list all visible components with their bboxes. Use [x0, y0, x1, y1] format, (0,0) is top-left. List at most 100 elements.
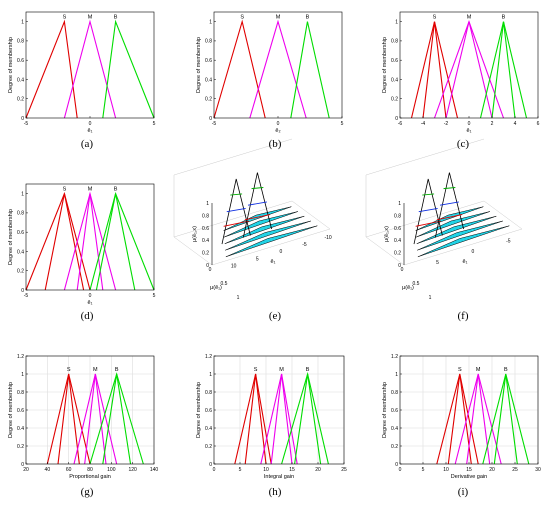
series-S-triangle [44, 193, 85, 291]
series-B-triangle [102, 373, 132, 465]
series-label-M: M [279, 367, 284, 373]
floor-frame [365, 200, 523, 266]
x-tick-label: 10 [231, 264, 237, 270]
x-tick-label: 20 [489, 467, 495, 473]
y-tick-label: 0 [209, 462, 212, 468]
series-label-B: B [114, 187, 118, 193]
x-axis-label: ẽ₁ [271, 259, 276, 265]
level-line [443, 187, 456, 190]
y-tick-label: 0.8 [17, 390, 24, 396]
y-axis-label: Degree of membership [8, 37, 14, 93]
caption-c: (c) [456, 138, 470, 150]
x-tick-label: -5 [24, 121, 29, 127]
y-tick-label: 0 [395, 116, 398, 122]
x-tick-label: 5 [239, 467, 242, 473]
x-tick-label: 120 [128, 467, 137, 473]
y-tick-label: 0.8 [205, 39, 212, 45]
series-S-triangle [244, 373, 267, 465]
y-tick-label: 0.6 [17, 408, 24, 414]
level-line [415, 220, 441, 227]
y-axis-label: μ(ẽ₁) [210, 285, 222, 291]
caption-b: (b) [268, 138, 282, 150]
z-tick-label: 0 [206, 263, 209, 269]
series-M-triangle [433, 20, 505, 119]
y-axis-label: Degree of membership [196, 382, 202, 438]
y-tick-label: 0.4 [391, 426, 398, 432]
level-line [251, 187, 264, 190]
y-tick-label: 0.4 [205, 426, 212, 432]
footprint-triangle [224, 215, 305, 244]
x-tick-label: 25 [341, 467, 347, 473]
y-tick-label: 1 [21, 372, 24, 378]
x-tick-label: 10 [443, 467, 449, 473]
y-axis-label: Degree of membership [382, 37, 388, 93]
z-tick-label: 0.4 [202, 238, 209, 244]
x-tick-label: 6 [537, 121, 540, 127]
x-tick-label: 0 [89, 121, 92, 127]
panel-e: 0 0.2 0.4 0.6 0.8 1 μ(ẽ₁,x) 0 0.5 1 μ(ẽ₁) -10 -5 0 5 10… [173, 138, 332, 301]
x-axis-label: ẽ₁ [88, 128, 93, 134]
z-tick-label: 0.2 [202, 251, 209, 257]
series-S-triangle [410, 21, 459, 119]
series-B-triangle [95, 193, 136, 291]
panel-f: 0 0.2 0.4 0.6 0.8 1 μ(ẽ₁,x) 0 0.5 1 μ(ẽ₁) -5 0 5 ẽ₁ [365, 138, 523, 301]
x-tick-label: -2 [444, 121, 449, 127]
x-tick-label: 140 [150, 467, 159, 473]
axes-box [213, 11, 343, 119]
y-tick-label: 0.6 [17, 230, 24, 236]
caption-d: (d) [80, 310, 94, 322]
y-tick-label: 1 [209, 19, 212, 25]
caption-i: (i) [457, 486, 469, 498]
y-axis-label: μ(ẽ₁) [402, 285, 414, 291]
axes-box [399, 11, 539, 119]
z-tick-label: 0.6 [202, 226, 209, 232]
y-tick-label: 1 [237, 295, 240, 301]
level-line [418, 207, 438, 213]
series-B-triangle [493, 373, 518, 465]
x-tick-label: 20 [23, 467, 29, 473]
membership-slice [221, 178, 251, 245]
x-tick-label: -10 [324, 235, 331, 241]
x-tick-label: 60 [66, 467, 72, 473]
series-label-S: S [254, 367, 258, 373]
x-tick-label: 5 [153, 293, 156, 299]
x-tick-label: 0 [468, 121, 471, 127]
series-S-triangle [57, 373, 80, 465]
y-tick-label: 0.8 [391, 390, 398, 396]
series-label-B: B [306, 15, 310, 21]
axes-box [25, 11, 155, 119]
series-label-M: M [93, 367, 98, 373]
x-tick-label: -4 [421, 121, 426, 127]
z-axis-label: μ(ẽ₁,x) [192, 226, 198, 242]
y-tick-label: 0.2 [17, 97, 24, 103]
x-tick-label: 80 [87, 467, 93, 473]
x-tick-label: 0 [472, 249, 475, 255]
y-tick-label: 0.4 [391, 77, 398, 83]
x-tick-label: 5 [153, 121, 156, 127]
x-tick-label: 5 [256, 256, 259, 262]
y-tick-label: 1 [395, 19, 398, 25]
y-tick-label: 0 [21, 288, 24, 294]
series-B-triangle [294, 373, 322, 465]
x-tick-label: 0 [213, 467, 216, 473]
y-tick-label: 0.2 [205, 444, 212, 450]
z-axis-label: μ(ẽ₁,x) [384, 226, 390, 242]
x-tick-label: 0 [399, 467, 402, 473]
y-tick-label: 0 [209, 116, 212, 122]
z-tick-label: 1 [398, 201, 401, 207]
y-tick-label: 1 [209, 372, 212, 378]
y-tick-label: 0 [395, 462, 398, 468]
x-tick-label: 0 [89, 293, 92, 299]
series-B-triangle [491, 21, 516, 119]
x-tick-label: 5 [436, 260, 439, 266]
x-tick-label: 100 [107, 467, 116, 473]
panel-h: S M B 0 5 10 15 20 25 0 0.2 0.4 0.6 0.8 1 1.2 Integral g… [196, 354, 347, 480]
y-tick-label: 0.2 [391, 444, 398, 450]
y-tick-label: 0.8 [17, 39, 24, 45]
level-line [439, 201, 459, 206]
footprint-triangle [225, 220, 311, 251]
series-label-M: M [88, 187, 93, 193]
membership-slice [434, 172, 464, 238]
